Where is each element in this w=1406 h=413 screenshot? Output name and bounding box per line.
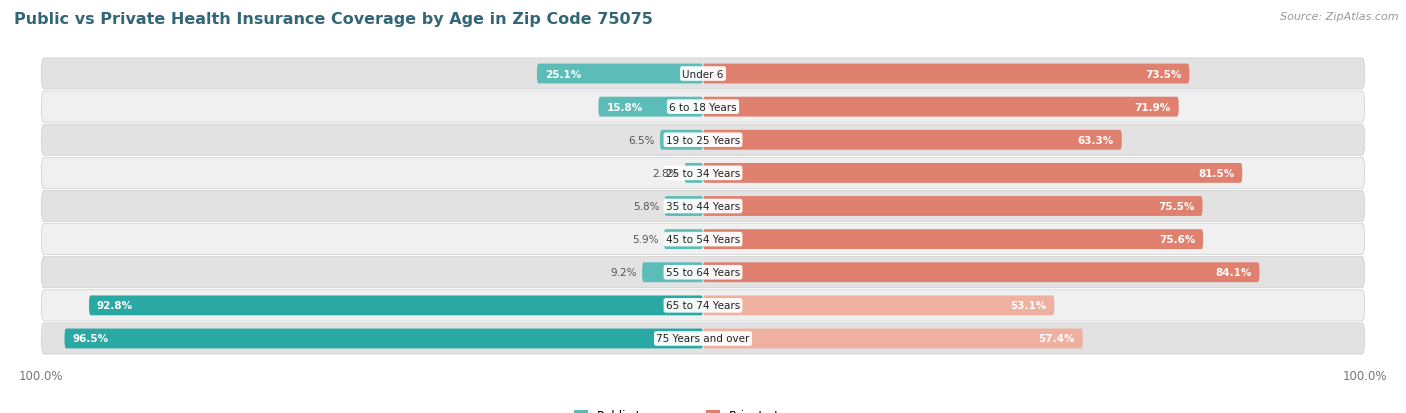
Text: 35 to 44 Years: 35 to 44 Years: [666, 202, 740, 211]
Legend: Public Insurance, Private Insurance: Public Insurance, Private Insurance: [569, 404, 837, 413]
Text: Public vs Private Health Insurance Coverage by Age in Zip Code 75075: Public vs Private Health Insurance Cover…: [14, 12, 652, 27]
FancyBboxPatch shape: [41, 125, 1365, 156]
Text: 9.2%: 9.2%: [610, 268, 637, 278]
Text: 5.9%: 5.9%: [633, 235, 658, 244]
Text: 92.8%: 92.8%: [97, 301, 134, 311]
Text: 6 to 18 Years: 6 to 18 Years: [669, 102, 737, 112]
Text: 6.5%: 6.5%: [628, 135, 655, 145]
FancyBboxPatch shape: [685, 164, 703, 183]
Text: 73.5%: 73.5%: [1144, 69, 1181, 79]
FancyBboxPatch shape: [41, 224, 1365, 255]
FancyBboxPatch shape: [703, 97, 1178, 117]
FancyBboxPatch shape: [65, 329, 703, 349]
Text: 25.1%: 25.1%: [546, 69, 581, 79]
Text: 15.8%: 15.8%: [606, 102, 643, 112]
FancyBboxPatch shape: [41, 257, 1365, 288]
Text: 75.6%: 75.6%: [1159, 235, 1195, 244]
FancyBboxPatch shape: [703, 164, 1243, 183]
Text: 45 to 54 Years: 45 to 54 Years: [666, 235, 740, 244]
FancyBboxPatch shape: [41, 191, 1365, 222]
FancyBboxPatch shape: [41, 158, 1365, 189]
FancyBboxPatch shape: [89, 296, 703, 316]
FancyBboxPatch shape: [664, 230, 703, 249]
FancyBboxPatch shape: [703, 296, 1054, 316]
Text: 75.5%: 75.5%: [1159, 202, 1195, 211]
Text: 19 to 25 Years: 19 to 25 Years: [666, 135, 740, 145]
FancyBboxPatch shape: [703, 131, 1122, 150]
FancyBboxPatch shape: [41, 323, 1365, 354]
FancyBboxPatch shape: [703, 197, 1202, 216]
Text: 81.5%: 81.5%: [1198, 169, 1234, 178]
FancyBboxPatch shape: [703, 230, 1204, 249]
Text: Under 6: Under 6: [682, 69, 724, 79]
FancyBboxPatch shape: [41, 92, 1365, 123]
Text: 71.9%: 71.9%: [1135, 102, 1171, 112]
FancyBboxPatch shape: [537, 64, 703, 84]
FancyBboxPatch shape: [643, 263, 703, 282]
FancyBboxPatch shape: [703, 64, 1189, 84]
Text: 96.5%: 96.5%: [73, 334, 108, 344]
Text: 55 to 64 Years: 55 to 64 Years: [666, 268, 740, 278]
FancyBboxPatch shape: [599, 97, 703, 117]
FancyBboxPatch shape: [659, 131, 703, 150]
Text: 57.4%: 57.4%: [1039, 334, 1074, 344]
Text: 84.1%: 84.1%: [1215, 268, 1251, 278]
Text: 65 to 74 Years: 65 to 74 Years: [666, 301, 740, 311]
Text: 5.8%: 5.8%: [633, 202, 659, 211]
Text: 53.1%: 53.1%: [1010, 301, 1046, 311]
FancyBboxPatch shape: [41, 290, 1365, 321]
FancyBboxPatch shape: [703, 329, 1083, 349]
FancyBboxPatch shape: [703, 263, 1260, 282]
Text: 2.8%: 2.8%: [652, 169, 679, 178]
Text: Source: ZipAtlas.com: Source: ZipAtlas.com: [1281, 12, 1399, 22]
Text: 25 to 34 Years: 25 to 34 Years: [666, 169, 740, 178]
Text: 75 Years and over: 75 Years and over: [657, 334, 749, 344]
FancyBboxPatch shape: [41, 59, 1365, 90]
Text: 63.3%: 63.3%: [1077, 135, 1114, 145]
FancyBboxPatch shape: [665, 197, 703, 216]
